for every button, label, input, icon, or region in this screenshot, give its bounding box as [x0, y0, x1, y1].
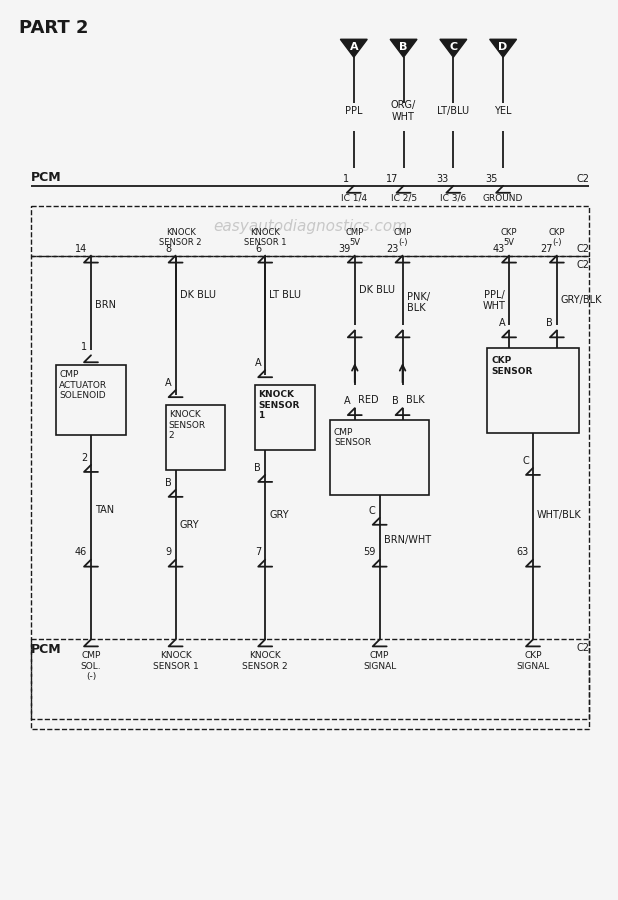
Text: GRY: GRY — [180, 520, 199, 530]
Text: easyautodiagnostics.com: easyautodiagnostics.com — [213, 219, 407, 234]
Text: 9: 9 — [166, 546, 172, 557]
Text: 63: 63 — [517, 546, 529, 557]
Text: ORG/
WHT: ORG/ WHT — [391, 100, 416, 122]
Text: A: A — [165, 378, 172, 388]
Text: C2: C2 — [577, 644, 590, 653]
Text: GRY: GRY — [269, 509, 289, 520]
Text: CMP
SOL.
(-): CMP SOL. (-) — [81, 652, 101, 681]
Text: GRY/BLK: GRY/BLK — [561, 295, 603, 305]
Text: KNOCK
SENSOR
2: KNOCK SENSOR 2 — [169, 410, 206, 440]
Text: A: A — [499, 319, 505, 328]
Text: PPL/
WHT: PPL/ WHT — [482, 290, 505, 311]
Text: 8: 8 — [166, 244, 172, 254]
Text: BLK: BLK — [405, 395, 424, 405]
Text: CMP
SENSOR: CMP SENSOR — [334, 428, 371, 447]
Bar — [487, 348, 579, 433]
Text: 43: 43 — [493, 244, 505, 254]
Text: PPL: PPL — [345, 106, 363, 116]
Text: 35: 35 — [486, 174, 498, 184]
Bar — [32, 256, 589, 719]
Polygon shape — [341, 40, 367, 58]
Text: RED: RED — [358, 395, 378, 405]
Text: 17: 17 — [386, 174, 399, 184]
Text: D: D — [499, 42, 508, 52]
Text: C2: C2 — [577, 259, 590, 270]
Text: TAN: TAN — [95, 505, 114, 515]
Bar — [56, 365, 126, 435]
Text: DK BLU: DK BLU — [180, 291, 216, 301]
Text: A: A — [255, 358, 261, 368]
Text: B: B — [399, 42, 408, 52]
Text: A: A — [350, 42, 358, 52]
Text: BRN: BRN — [95, 301, 116, 310]
Text: 59: 59 — [363, 546, 376, 557]
Text: LT BLU: LT BLU — [269, 291, 301, 301]
Text: B: B — [392, 396, 399, 406]
Bar — [255, 385, 315, 450]
Text: 1: 1 — [343, 174, 349, 184]
Text: IC 3/6: IC 3/6 — [440, 194, 467, 202]
Text: CMP
(-): CMP (-) — [394, 228, 412, 248]
Text: IC 2/5: IC 2/5 — [391, 194, 417, 202]
Text: DK BLU: DK BLU — [359, 285, 395, 295]
Text: CMP
ACTUATOR
SOLENOID: CMP ACTUATOR SOLENOID — [59, 370, 108, 400]
Bar — [330, 420, 430, 495]
Text: 39: 39 — [339, 244, 351, 254]
Text: KNOCK
SENSOR 1: KNOCK SENSOR 1 — [244, 228, 287, 248]
Text: A: A — [344, 396, 351, 406]
Text: IC 1/4: IC 1/4 — [341, 194, 367, 202]
Text: CKP
(-): CKP (-) — [549, 228, 565, 248]
Text: 7: 7 — [255, 546, 261, 557]
Text: B: B — [165, 478, 172, 488]
Text: 1: 1 — [81, 342, 87, 352]
Text: PCM: PCM — [32, 171, 62, 184]
Text: C2: C2 — [577, 174, 590, 184]
Text: 6: 6 — [255, 244, 261, 254]
Text: CKP
SENSOR: CKP SENSOR — [491, 356, 533, 375]
Text: CKP
5V: CKP 5V — [501, 228, 517, 248]
Text: WHT/BLK: WHT/BLK — [537, 509, 582, 520]
Text: YEL: YEL — [494, 106, 512, 116]
Text: 14: 14 — [75, 244, 87, 254]
Text: B: B — [255, 463, 261, 473]
Bar — [32, 639, 589, 729]
Text: 46: 46 — [75, 546, 87, 557]
Text: C: C — [522, 456, 529, 466]
Text: GROUND: GROUND — [483, 194, 523, 202]
Text: KNOCK
SENSOR
1: KNOCK SENSOR 1 — [258, 391, 300, 420]
Text: KNOCK
SENSOR 2: KNOCK SENSOR 2 — [242, 652, 288, 670]
Text: CMP
SIGNAL: CMP SIGNAL — [363, 652, 396, 670]
Text: PNK/
BLK: PNK/ BLK — [407, 292, 430, 313]
Text: PART 2: PART 2 — [19, 19, 89, 37]
Text: 27: 27 — [540, 244, 553, 254]
Bar — [32, 206, 589, 256]
Text: PCM: PCM — [32, 644, 62, 656]
Text: BRN/WHT: BRN/WHT — [384, 535, 431, 544]
Polygon shape — [440, 40, 467, 58]
Text: KNOCK
SENSOR 2: KNOCK SENSOR 2 — [159, 228, 202, 248]
Text: C: C — [369, 506, 376, 516]
Text: B: B — [546, 319, 553, 328]
Text: C: C — [449, 42, 457, 52]
Text: CMP
5V: CMP 5V — [345, 228, 364, 248]
Polygon shape — [489, 40, 517, 58]
Text: LT/BLU: LT/BLU — [438, 106, 470, 116]
Text: KNOCK
SENSOR 1: KNOCK SENSOR 1 — [153, 652, 198, 670]
Text: 33: 33 — [436, 174, 449, 184]
Polygon shape — [390, 40, 417, 58]
Text: 23: 23 — [386, 244, 399, 254]
Text: CKP
SIGNAL: CKP SIGNAL — [517, 652, 549, 670]
Text: C2: C2 — [577, 244, 590, 254]
Text: 2: 2 — [81, 453, 87, 463]
Bar — [166, 405, 226, 470]
